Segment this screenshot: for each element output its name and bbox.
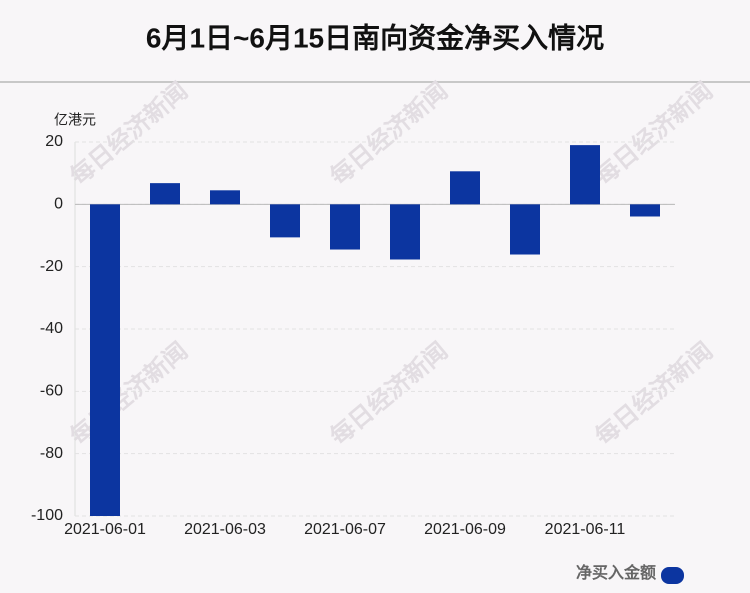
chart-title: 6月1日~6月15日南向资金净买入情况 [146,21,604,53]
bar [390,204,420,260]
x-tick-label: 2021-06-07 [304,521,386,538]
y-tick-label: -100 [31,507,63,524]
x-tick-label: 2021-06-01 [64,521,146,538]
y-tick-label: -20 [40,258,63,275]
bar [630,204,660,217]
bar [330,204,360,250]
bar [450,171,480,205]
x-tick-label: 2021-06-11 [545,521,626,538]
legend-swatch [661,567,684,584]
y-tick-label: -80 [40,445,63,462]
bar [150,183,180,205]
y-tick-label: -40 [40,320,63,337]
y-tick-label: 0 [54,196,63,213]
bar [90,204,120,517]
x-tick-label: 2021-06-09 [424,521,506,538]
legend-label: 净买入金额 [576,563,656,582]
y-tick-label: -60 [40,383,63,400]
y-tick-label: 20 [45,133,63,150]
x-tick-label: 2021-06-03 [184,521,266,538]
y-unit: 亿港元 [54,112,96,128]
bar [510,204,540,255]
bar [210,190,240,205]
bar [270,204,300,238]
bar [570,145,600,205]
